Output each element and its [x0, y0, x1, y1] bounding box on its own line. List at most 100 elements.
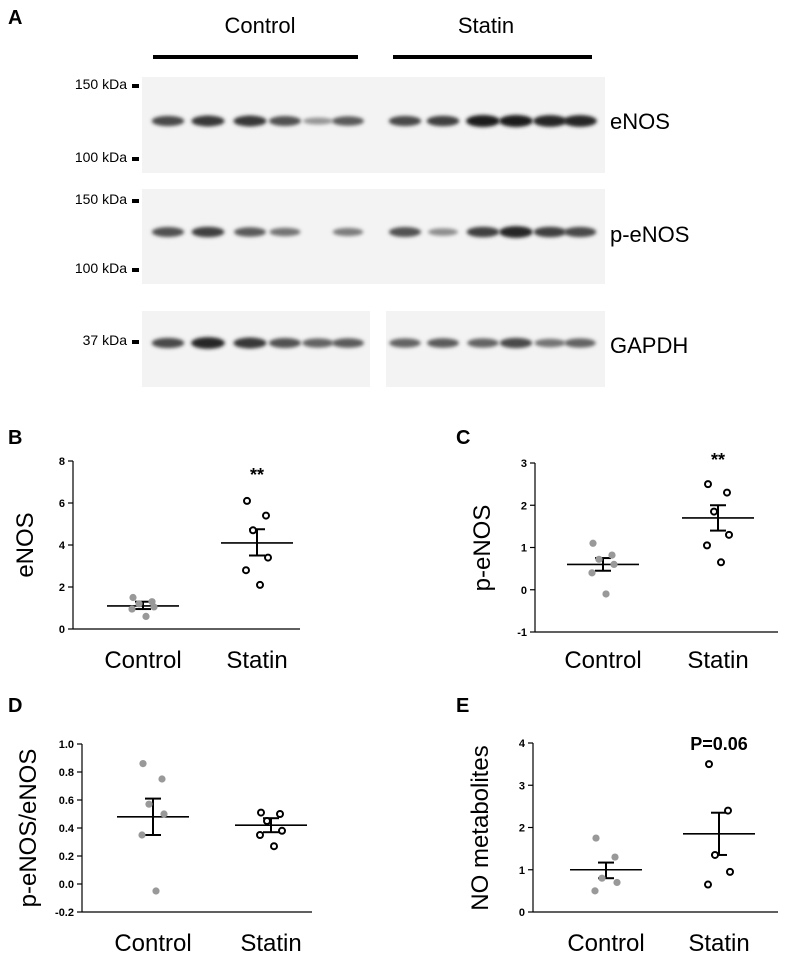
- blot-band: [466, 226, 500, 238]
- blot-band: [388, 115, 422, 127]
- data-point: [723, 488, 731, 497]
- series-control: [107, 593, 179, 621]
- y-axis-title: eNOS: [12, 512, 39, 577]
- blot-band: [499, 115, 533, 127]
- data-point: [276, 810, 284, 818]
- data-point: [589, 539, 597, 547]
- blot-band: [233, 337, 267, 349]
- blot-band: [467, 338, 499, 348]
- y-tick-label: 0: [519, 907, 525, 919]
- blot-band: [564, 338, 596, 348]
- data-point: [142, 612, 150, 621]
- blot-band: [563, 226, 597, 238]
- kda-marker-label: 100 kDa: [75, 149, 127, 165]
- data-point: [158, 775, 166, 783]
- y-tick-label: 0.8: [59, 767, 74, 779]
- data-point: [608, 551, 616, 559]
- blot-band: [388, 227, 422, 237]
- blot-band: [191, 115, 225, 127]
- y-tick-label: 1: [519, 865, 525, 877]
- blot-band: [269, 227, 301, 237]
- series-control: [570, 834, 642, 895]
- blot-band: [234, 227, 266, 237]
- data-point: [278, 826, 286, 835]
- data-point: [263, 817, 271, 825]
- data-point: [138, 831, 146, 839]
- blot-band: [302, 338, 334, 348]
- x-tick-label-control: Control: [564, 647, 641, 674]
- series-statin: [683, 760, 755, 889]
- data-point: [145, 800, 153, 808]
- y-tick-label: 3: [521, 458, 527, 470]
- group-label-control: Control: [225, 13, 296, 38]
- blot-band: [233, 115, 267, 127]
- x-tick-label-statin: Statin: [240, 930, 301, 957]
- panel-letter-e: E: [456, 695, 469, 717]
- band-label-gapdh: GAPDH: [610, 333, 688, 358]
- data-point: [591, 887, 599, 895]
- y-tick-label: 0: [521, 585, 527, 597]
- blot-band: [303, 117, 333, 125]
- data-point: [726, 867, 734, 876]
- kda-marker-tick: [132, 157, 139, 161]
- y-tick-label: 0.0: [59, 879, 74, 891]
- panel-letter-c: C: [456, 427, 470, 449]
- group-bar-control: [153, 55, 358, 59]
- data-point: [704, 480, 712, 489]
- panel-letter-a: A: [8, 7, 22, 29]
- significance-label: P=0.06: [690, 734, 748, 754]
- data-point: [711, 850, 719, 859]
- y-tick-label: 0.2: [59, 851, 74, 863]
- data-point: [262, 511, 270, 520]
- data-point: [703, 541, 711, 550]
- kda-marker-label: 150 kDa: [75, 76, 127, 92]
- data-point: [139, 760, 147, 768]
- data-point: [602, 590, 610, 598]
- data-point: [150, 603, 158, 611]
- blot-strip: [142, 189, 605, 284]
- y-tick-label: 0.4: [59, 823, 75, 835]
- y-axis-title: NO metabolites: [467, 745, 494, 910]
- blot-band: [563, 115, 597, 127]
- blot-band: [466, 115, 500, 127]
- y-tick-label: 6: [59, 498, 65, 510]
- blot-p-enos: 150 kDa 100 kDa p-eNOS: [75, 189, 689, 284]
- blot-band: [499, 226, 533, 238]
- data-point: [592, 834, 600, 842]
- y-tick-label: 0: [59, 624, 65, 636]
- data-point: [242, 566, 250, 575]
- data-point: [717, 558, 725, 567]
- data-point: [610, 560, 618, 569]
- x-tick-label-statin: Statin: [688, 930, 749, 957]
- y-tick-label: -1: [517, 627, 527, 639]
- kda-marker-tick: [132, 268, 139, 272]
- y-tick-label: 2: [59, 582, 65, 594]
- x-tick-label-statin: Statin: [226, 647, 287, 674]
- y-tick-label: 4: [59, 540, 66, 552]
- y-tick-label: 1: [521, 543, 527, 555]
- y-tick-label: -0.2: [55, 907, 74, 919]
- blot-band: [427, 228, 459, 236]
- series-control: [567, 539, 639, 598]
- blot-band: [332, 227, 364, 237]
- series-control: [117, 760, 189, 895]
- data-point: [705, 760, 713, 769]
- kda-marker-label: 37 kDa: [83, 332, 128, 348]
- data-point: [160, 810, 168, 818]
- x-tick-label-control: Control: [567, 930, 644, 957]
- data-point: [724, 806, 732, 815]
- blot-band: [151, 115, 185, 127]
- y-tick-label: 1.0: [59, 739, 74, 751]
- y-axis-title: p-eNOS/eNOS: [15, 749, 42, 908]
- blot-band: [151, 337, 185, 349]
- series-statin: [682, 480, 754, 567]
- data-point: [611, 853, 619, 861]
- y-tick-label: 2: [519, 823, 525, 835]
- blot-band: [332, 338, 364, 348]
- panel-letter-d: D: [8, 695, 22, 717]
- series-statin: [221, 496, 293, 589]
- y-tick-label: 2: [521, 500, 527, 512]
- blot-gapdh: 37 kDa GAPDH: [83, 311, 688, 387]
- blot-band: [427, 338, 459, 348]
